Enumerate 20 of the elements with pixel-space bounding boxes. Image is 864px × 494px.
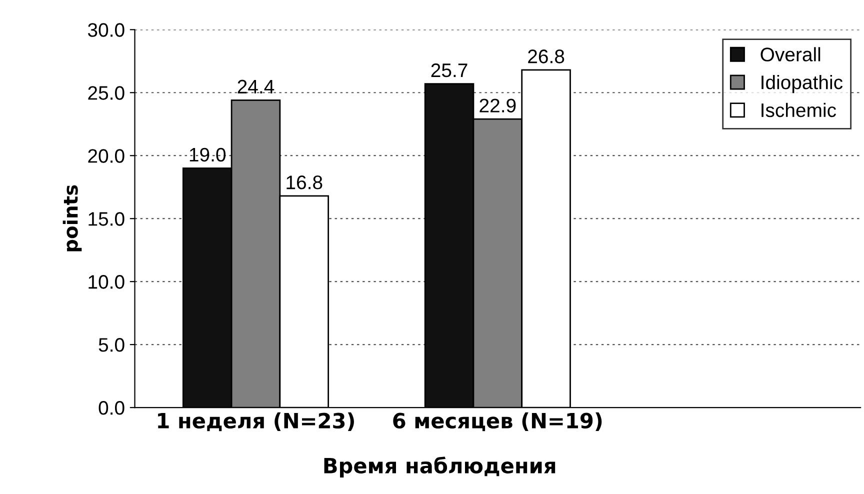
x-axis-title: Время наблюдения <box>324 456 556 478</box>
y-tick-label: 20.0 <box>88 149 124 163</box>
y-axis-title: points <box>62 185 82 252</box>
y-tick-label: 10.0 <box>88 275 124 289</box>
data-label: 16.8 <box>286 176 322 190</box>
legend-label: Idiopathic <box>762 74 843 94</box>
data-label: 22.9 <box>480 98 516 112</box>
data-label: 24.4 <box>238 80 274 94</box>
y-tick-label: 25.0 <box>88 86 124 100</box>
data-label: 19.0 <box>190 148 226 162</box>
x-tick-label: 1 неделя (N=23) <box>158 412 354 432</box>
x-tick-label: 6 месяцев (N=19) <box>393 412 602 432</box>
data-label: 25.7 <box>431 63 468 78</box>
legend-label: Ischemic <box>762 102 836 118</box>
legend-label: Overall <box>760 47 820 62</box>
y-tick-label: 5.0 <box>98 338 124 352</box>
y-tick-label: 15.0 <box>88 212 124 226</box>
data-label: 26.8 <box>528 50 564 64</box>
y-tick-label: 0.0 <box>98 401 124 415</box>
y-tick-label: 30.0 <box>88 23 124 37</box>
